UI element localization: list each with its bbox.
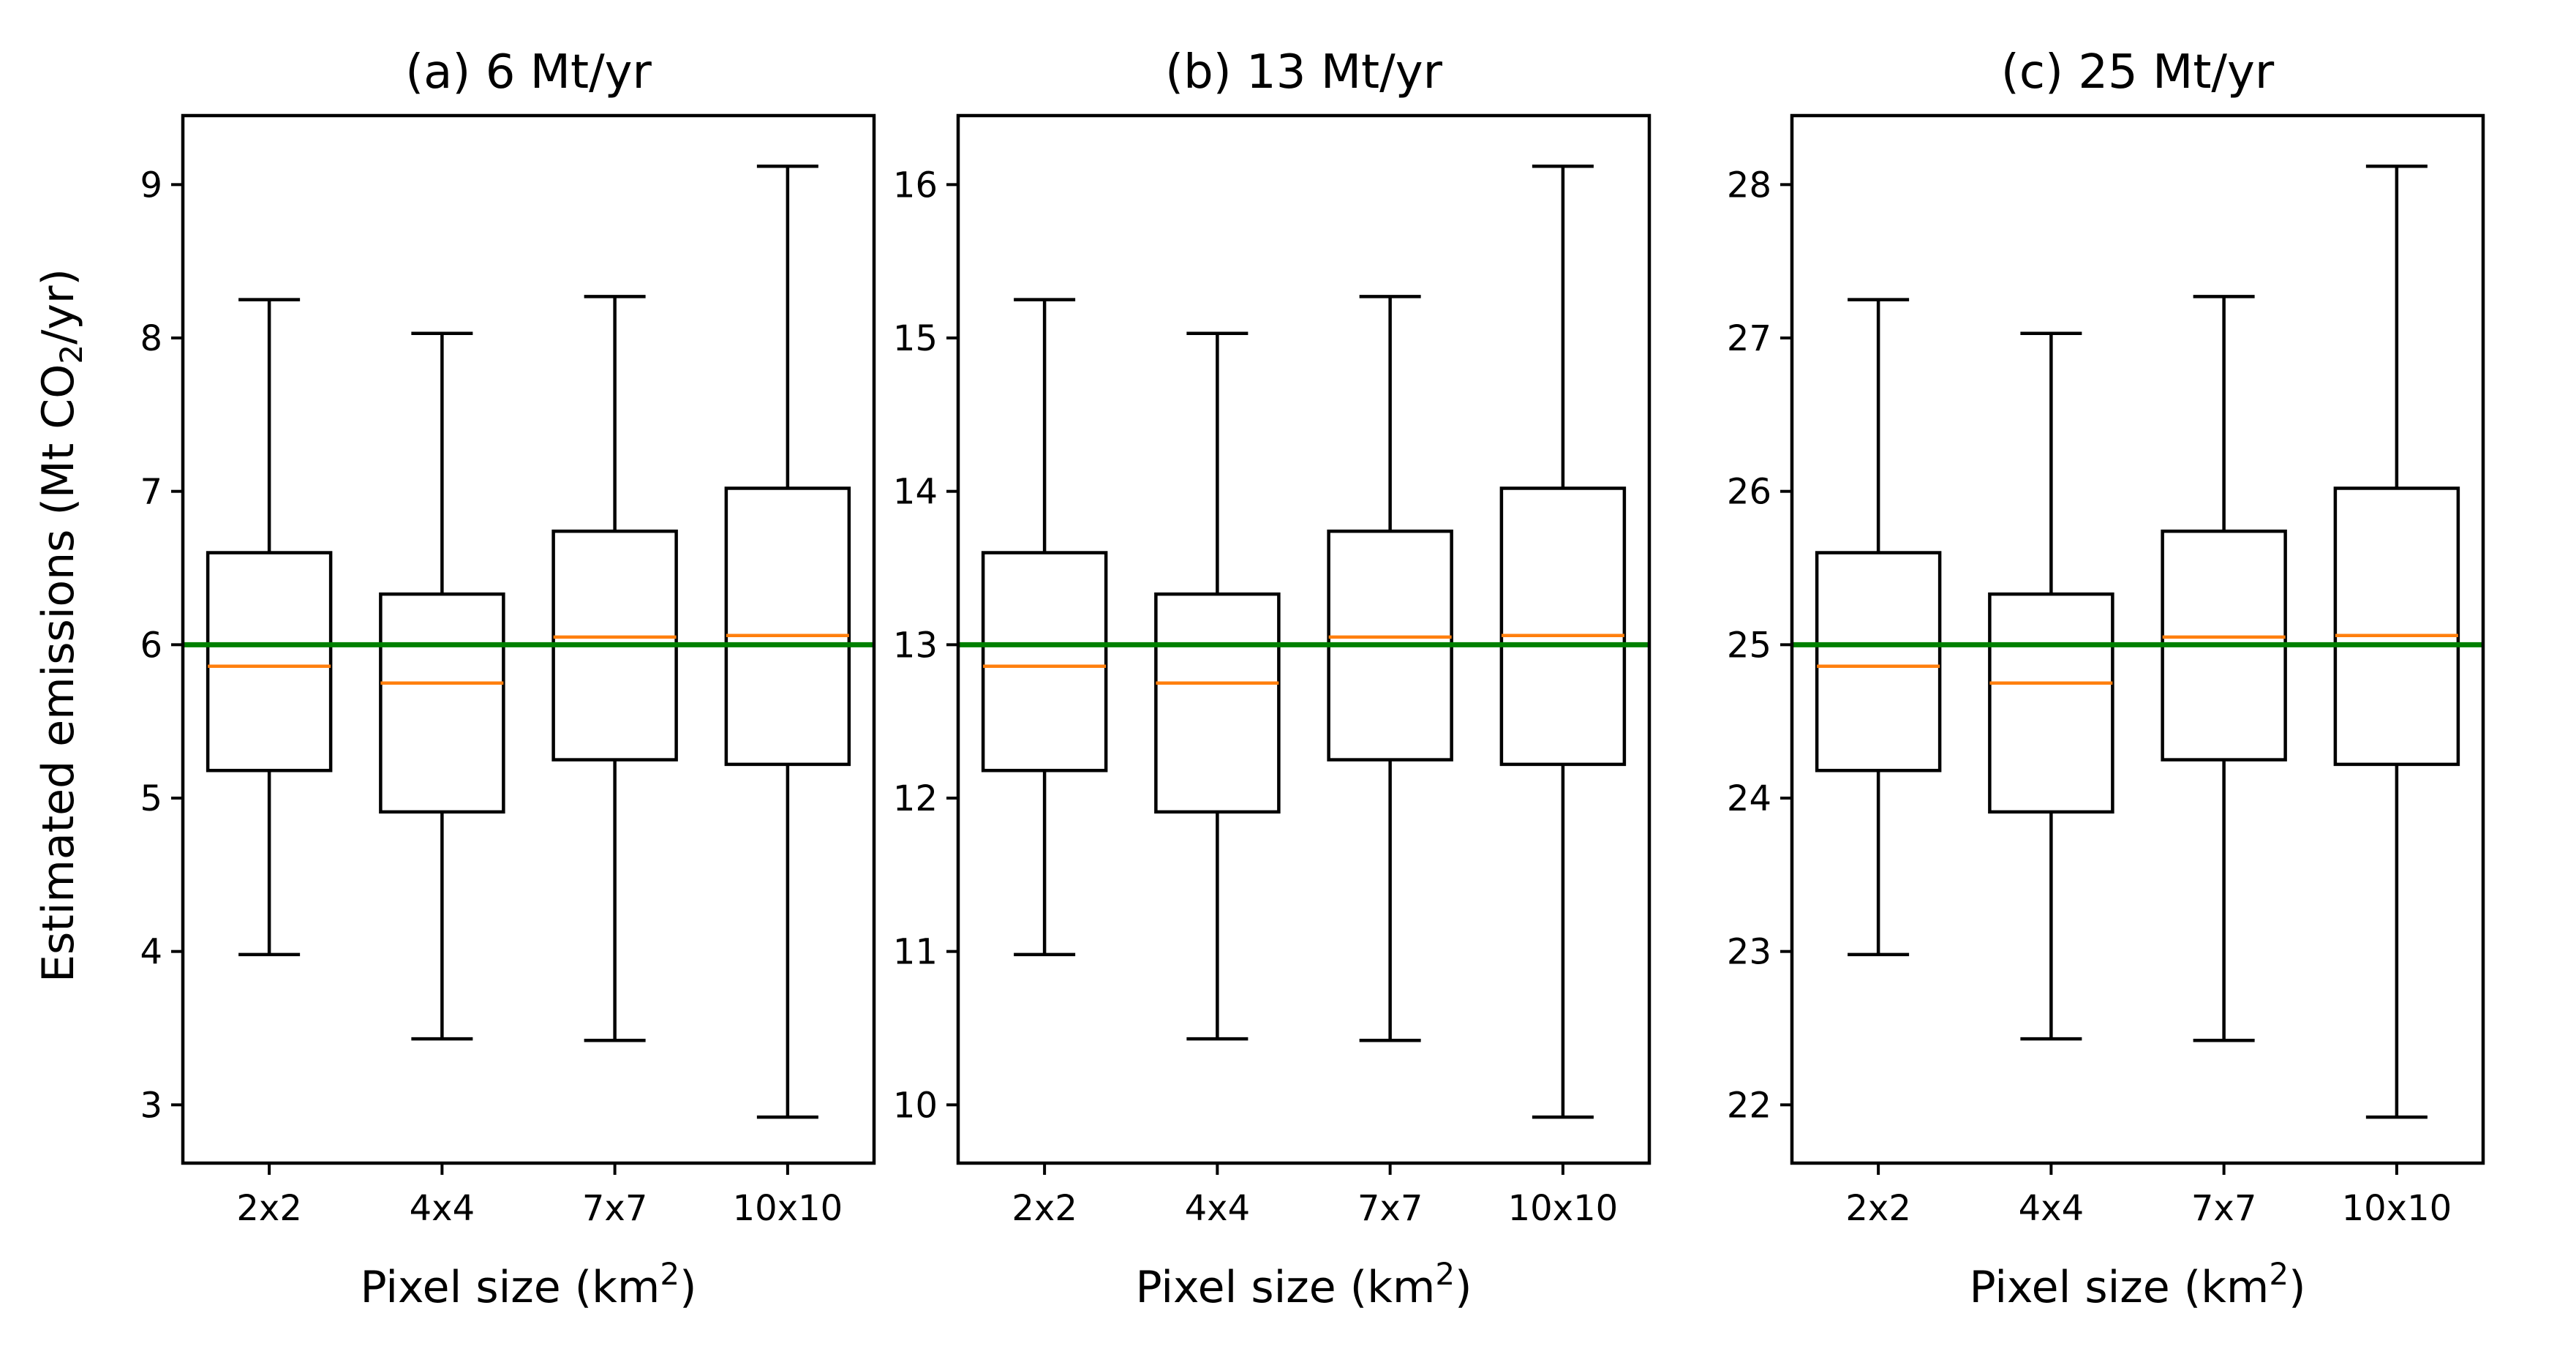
y-tick-label: 11: [893, 932, 938, 973]
box-plot: [1815, 298, 1942, 957]
y-tick-label: 3: [140, 1085, 162, 1126]
y-tick-label: 24: [1727, 778, 1771, 819]
x-axis-label: Pixel size (km2): [360, 1256, 696, 1313]
iqr-box: [206, 551, 333, 772]
y-tick-label: 23: [1727, 932, 1771, 973]
box-plot: [724, 164, 851, 1119]
y-tick-label: 15: [893, 318, 938, 359]
box-plot: [2161, 295, 2287, 1042]
box-plot: [379, 331, 505, 1041]
iqr-box: [724, 486, 851, 767]
x-tick-label: 4x4: [1185, 1188, 1250, 1229]
panel-b: (b) 13 Mt/yr 10 11 12 13 14 15 16 2x2 4x4 7x7 10x10…: [893, 45, 1652, 1313]
x-tick-label: 2x2: [236, 1188, 301, 1229]
box-plot: [2333, 164, 2460, 1119]
plot-frame: [956, 113, 1652, 1165]
y-tick-label: 26: [1727, 472, 1771, 513]
box-plot: [981, 298, 1108, 957]
y-tick-label: 22: [1727, 1085, 1771, 1126]
y-tick-label: 28: [1727, 165, 1771, 206]
box-plot: [1499, 164, 1627, 1119]
panel-title: (c) 25 Mt/yr: [2001, 45, 2275, 99]
y-tick-label: 14: [893, 472, 938, 513]
iqr-box: [1154, 592, 1281, 814]
x-tick-label: 10x10: [733, 1188, 843, 1229]
panel-title: (b) 13 Mt/yr: [1165, 45, 1442, 99]
box-plot: [1988, 331, 2114, 1041]
panel-c: (c) 25 Mt/yr 22 23 24 25 26 27 28 2x2 4x4 7x7 10x10…: [1727, 45, 2485, 1313]
y-tick-label: 6: [140, 625, 162, 666]
x-tick-label: 2x2: [1012, 1188, 1077, 1229]
y-tick-label: 16: [893, 165, 938, 206]
y-tick-label: 13: [893, 625, 938, 666]
box-plot: [1154, 331, 1281, 1041]
y-tick-label: 12: [893, 778, 938, 819]
x-tick-label: 7x7: [2191, 1188, 2256, 1229]
x-tick-label: 4x4: [2019, 1188, 2084, 1229]
x-tick-label: 4x4: [410, 1188, 475, 1229]
x-tick-label: 10x10: [1508, 1188, 1619, 1229]
y-tick-label: 9: [140, 165, 162, 206]
y-axis-label: Estimated emissions (Mt CO2/yr): [33, 268, 89, 982]
box-plot: [1327, 295, 1453, 1042]
x-tick-label: 2x2: [1845, 1188, 1910, 1229]
x-tick-label: 7x7: [1357, 1188, 1423, 1229]
box-plot: [551, 295, 678, 1042]
y-tick-label: 27: [1727, 318, 1771, 359]
y-tick-label: 10: [893, 1085, 938, 1126]
plot-frame: [181, 113, 876, 1165]
iqr-box: [2333, 486, 2460, 767]
panel-a: (a) 6 Mt/yr 3 4 5 6 7 8 9 2x2 4x4 7x7 10x10 Pixel si…: [140, 45, 876, 1313]
y-tick-label: 25: [1727, 625, 1771, 666]
y-tick-label: 5: [140, 778, 162, 819]
iqr-box: [1815, 551, 1942, 772]
x-axis-label: Pixel size (km2): [1969, 1256, 2305, 1313]
x-tick-label: 7x7: [582, 1188, 647, 1229]
plot-frame: [1790, 113, 2485, 1165]
y-tick-label: 8: [140, 318, 162, 359]
x-tick-label: 10x10: [2342, 1188, 2452, 1229]
iqr-box: [1988, 592, 2114, 814]
x-axis-label: Pixel size (km2): [1135, 1256, 1472, 1313]
panel-title: (a) 6 Mt/yr: [405, 45, 652, 99]
iqr-box: [981, 551, 1108, 772]
iqr-box: [1499, 486, 1627, 767]
iqr-box: [379, 592, 505, 814]
y-tick-label: 7: [140, 472, 162, 513]
box-plot: [206, 298, 333, 957]
y-tick-label: 4: [140, 932, 162, 973]
